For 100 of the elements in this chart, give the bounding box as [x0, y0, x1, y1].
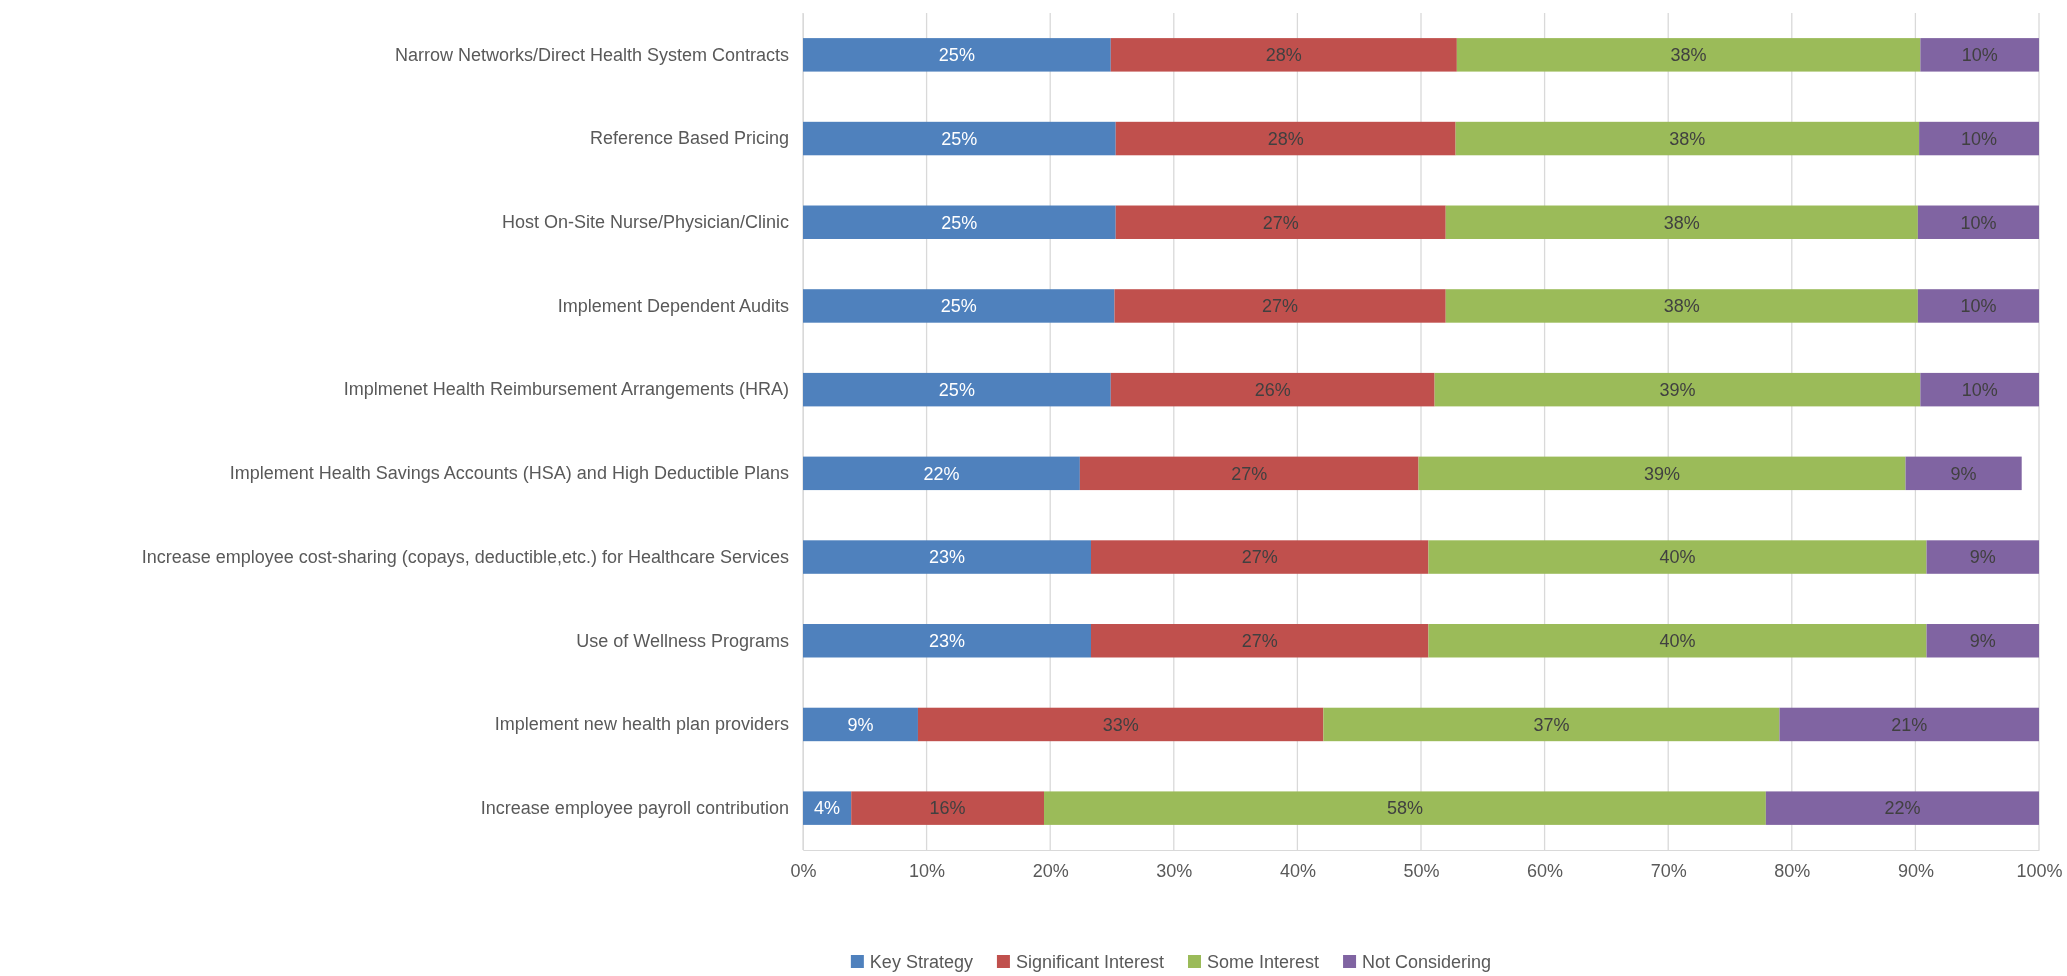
bar	[917, 707, 1324, 742]
bar	[803, 205, 1116, 239]
data-label: 27%	[1262, 212, 1299, 233]
data-label: 27%	[1231, 463, 1268, 484]
bar	[1455, 121, 1920, 156]
bar	[1110, 38, 1457, 72]
data-label: 27%	[1241, 631, 1278, 652]
bar	[1905, 456, 2022, 491]
data-label: 38%	[1663, 296, 1700, 317]
x-tick-label: 30%	[1156, 860, 1193, 881]
data-label: 25%	[940, 296, 977, 317]
bar	[1044, 791, 1766, 825]
data-label: 21%	[1891, 714, 1928, 735]
x-tick-label: 10%	[909, 860, 946, 881]
bar	[1917, 289, 2039, 323]
data-label: 28%	[1265, 45, 1302, 66]
bar	[851, 791, 1045, 825]
bar	[1920, 372, 2039, 407]
x-tick-label: 50%	[1403, 860, 1440, 881]
bar	[1765, 791, 2039, 825]
bar	[1919, 121, 2039, 156]
x-tick-label: 60%	[1527, 860, 1564, 881]
data-label: 27%	[1241, 547, 1278, 568]
bar	[1428, 624, 1927, 658]
bar	[1926, 624, 2039, 658]
y-tick-label: Reference Based Pricing	[589, 128, 789, 149]
y-tick-label: Implement new health plan providers	[494, 714, 789, 735]
x-tick-label: 80%	[1774, 860, 1811, 881]
y-tick-label: Narrow Networks/Direct Health System Contracts	[394, 44, 789, 65]
bar	[1090, 624, 1429, 658]
data-label: 9%	[1950, 463, 1977, 484]
legend-label: Significant Interest	[1015, 952, 1164, 973]
bar	[1114, 289, 1446, 323]
y-tick-label: Increase employee cost-sharing (copays, deductible,etc.) for Healthcare Services	[141, 546, 789, 567]
bar	[803, 289, 1115, 323]
data-label: 38%	[1663, 212, 1700, 233]
legend-label: Key Strategy	[869, 952, 973, 973]
bar	[1445, 205, 1918, 239]
bar	[803, 456, 1080, 491]
data-label: 25%	[938, 45, 975, 66]
x-tick-label: 0%	[790, 860, 817, 881]
data-label: 37%	[1533, 714, 1570, 735]
data-label: 58%	[1386, 798, 1423, 819]
y-tick-label: Implement Dependent Audits	[557, 295, 789, 316]
data-label: 10%	[1960, 296, 1997, 317]
data-label: 10%	[1961, 45, 1998, 66]
data-label: 38%	[1670, 45, 1707, 66]
bar	[1779, 707, 2039, 742]
bar	[803, 121, 1116, 156]
x-tick-label: 70%	[1650, 860, 1687, 881]
y-tick-label: Use of Wellness Programs	[576, 630, 789, 651]
data-label: 9%	[1969, 631, 1996, 652]
bar	[1428, 540, 1927, 574]
y-tick-label: Host On-Site Nurse/Physician/Clinic	[501, 212, 789, 233]
data-label: 40%	[1659, 547, 1696, 568]
data-label: 10%	[1961, 379, 1998, 400]
data-label: 9%	[847, 714, 874, 735]
bar	[1110, 372, 1435, 407]
data-label: 4%	[814, 798, 841, 819]
bar	[1434, 372, 1921, 407]
data-label: 22%	[1884, 798, 1921, 819]
bar	[1926, 540, 2039, 574]
x-tick-label: 20%	[1032, 860, 1069, 881]
data-label: 27%	[1262, 296, 1299, 317]
bar	[1456, 38, 1921, 72]
bar	[803, 372, 1111, 407]
bar	[1920, 38, 2039, 72]
data-label: 38%	[1669, 128, 1706, 149]
data-label: 25%	[938, 379, 975, 400]
data-label: 33%	[1102, 714, 1139, 735]
bar	[1323, 707, 1780, 742]
data-label: 23%	[928, 631, 966, 652]
data-label: 10%	[1961, 128, 1998, 149]
bar	[1445, 289, 1918, 323]
data-label: 9%	[1969, 547, 1996, 568]
data-label: 39%	[1659, 379, 1696, 400]
y-tick-label: Increase employee payroll contribution	[480, 797, 789, 818]
bar	[1115, 121, 1456, 156]
data-label: 40%	[1659, 631, 1696, 652]
bar	[1115, 205, 1446, 239]
data-label: 39%	[1644, 463, 1681, 484]
bar	[803, 38, 1111, 72]
data-label: 22%	[923, 463, 960, 484]
bar	[803, 707, 918, 742]
x-tick-label: 40%	[1279, 860, 1316, 881]
y-tick-label: Implmenet Health Reimbursement Arrangements (HRA)	[343, 379, 789, 400]
legend-label: Not Considering	[1362, 952, 1492, 973]
data-label: 23%	[928, 547, 966, 568]
data-label: 16%	[929, 798, 966, 819]
x-tick-label: 100%	[2016, 860, 2063, 881]
data-label: 10%	[1960, 212, 1997, 233]
bar	[803, 540, 1091, 574]
bar	[1418, 456, 1906, 491]
x-tick-label: 90%	[1897, 860, 1934, 881]
data-label: 25%	[941, 128, 978, 149]
bar	[1090, 540, 1429, 574]
data-label: 25%	[941, 212, 978, 233]
y-tick-label: Implement Health Savings Accounts (HSA) and High Deductible Plans	[229, 463, 789, 484]
data-label: 26%	[1254, 379, 1291, 400]
bar	[1079, 456, 1419, 491]
